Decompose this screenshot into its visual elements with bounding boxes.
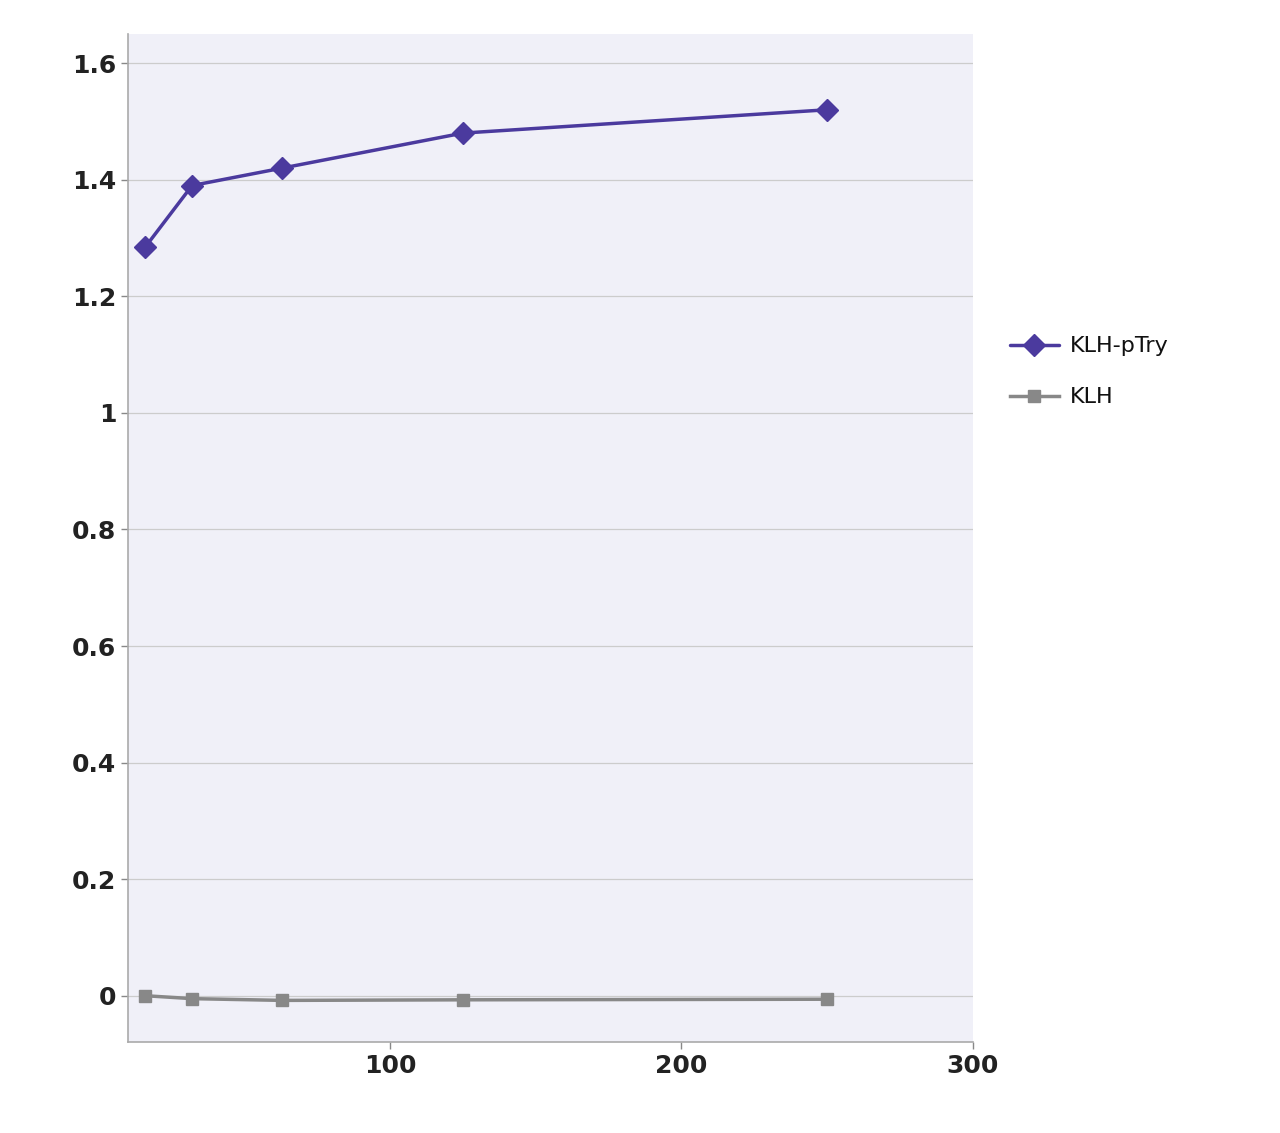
KLH: [275, 994, 291, 1007]
KLH: [138, 989, 154, 1003]
KLH-pTry: [275, 161, 291, 174]
Line: KLH: KLH: [140, 989, 833, 1006]
KLH: [184, 991, 200, 1005]
KLH: [819, 993, 835, 1006]
KLH-pTry: [184, 179, 200, 193]
KLH-pTry: [456, 126, 471, 139]
KLH-pTry: [138, 240, 154, 254]
Legend: KLH-pTry, KLH: KLH-pTry, KLH: [1001, 327, 1178, 416]
KLH: [456, 993, 471, 1006]
KLH-pTry: [819, 103, 835, 117]
Line: KLH-pTry: KLH-pTry: [138, 102, 835, 255]
